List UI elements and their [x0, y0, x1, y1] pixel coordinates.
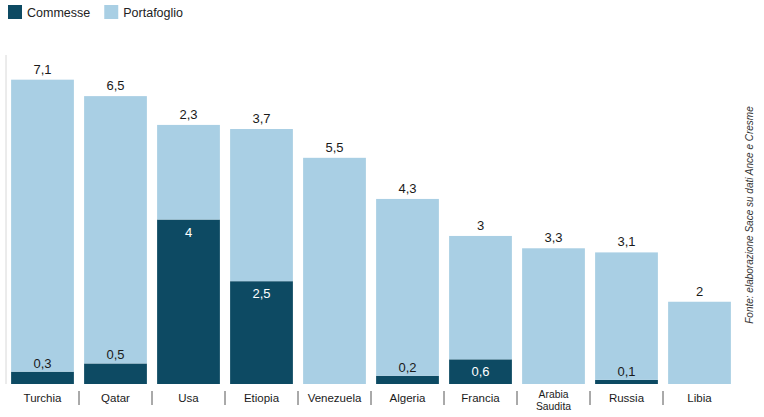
bar-segment	[84, 363, 147, 384]
data-label: 0,3	[33, 356, 51, 371]
chart: Commesse Portafoglio 0,3 7,1 0,5 6,5 4 2,3 2,5 3,…	[0, 0, 764, 417]
category-label: Etiopia	[244, 392, 280, 404]
bar-segment	[11, 80, 74, 372]
category-label: Turchia	[24, 392, 63, 404]
value-axis-line	[6, 55, 7, 384]
category-separator	[298, 391, 299, 405]
bar-segment	[595, 252, 658, 379]
data-label: 4,3	[398, 181, 416, 196]
data-label: 3,1	[617, 234, 635, 249]
data-label: 2	[696, 284, 703, 299]
legend-label: Portafoglio	[123, 6, 183, 20]
data-label: 2,3	[179, 107, 197, 122]
category-separator	[79, 391, 80, 405]
category-label: Qatar	[101, 392, 130, 404]
bar-segment	[376, 199, 439, 376]
category-label: Russia	[609, 392, 645, 404]
category-label: Usa	[178, 392, 199, 404]
data-label: 0,6	[471, 364, 489, 379]
bar-segment	[157, 125, 220, 220]
data-label: 3,7	[252, 111, 270, 126]
bar-segment	[230, 129, 293, 281]
bar-segment	[84, 96, 147, 363]
bar-segment	[157, 220, 220, 385]
bar-segment	[230, 281, 293, 384]
category-separator	[152, 391, 153, 405]
bars	[11, 80, 731, 384]
bar-segment	[668, 302, 731, 384]
data-label: 7,1	[33, 62, 51, 77]
category-separator	[663, 391, 664, 405]
bar-segment	[376, 376, 439, 384]
category-separator	[225, 391, 226, 405]
bar-segment	[11, 372, 74, 384]
legend-swatch	[8, 5, 22, 19]
data-label: 2,5	[252, 286, 270, 301]
bar-segment	[595, 380, 658, 384]
category-label: Venezuela	[308, 392, 362, 404]
legend-swatch	[104, 5, 118, 19]
category-label: Libia	[687, 392, 712, 404]
category-label: Francia	[461, 392, 500, 404]
bar-segment	[303, 158, 366, 384]
data-label: 6,5	[106, 78, 124, 93]
data-labels: 0,3 7,1 0,5 6,5 4 2,3 2,5 3,7 5,5 0,2 4,3 0,6 3 3,3 0,…	[33, 62, 703, 380]
data-label: 0,2	[398, 360, 416, 375]
data-label: 4	[185, 225, 192, 240]
category-label: Algeria	[390, 392, 426, 404]
source: Fonte: elaborazione Sace su dati Ance e …	[744, 106, 755, 324]
data-label: 3,3	[544, 230, 562, 245]
category-label: ArabiaSaudita	[536, 389, 571, 412]
bar-segment	[449, 359, 512, 384]
category-separator	[517, 391, 518, 405]
data-label: 3	[477, 218, 484, 233]
bar-segment	[522, 248, 585, 384]
category-separator	[444, 391, 445, 405]
data-label: 0,5	[106, 347, 124, 362]
category-separator	[590, 391, 591, 405]
bar-segment	[449, 236, 512, 359]
legend-label: Commesse	[27, 6, 90, 20]
data-label: 0,1	[617, 364, 635, 379]
data-label: 5,5	[325, 140, 343, 155]
category-separator	[371, 391, 372, 405]
